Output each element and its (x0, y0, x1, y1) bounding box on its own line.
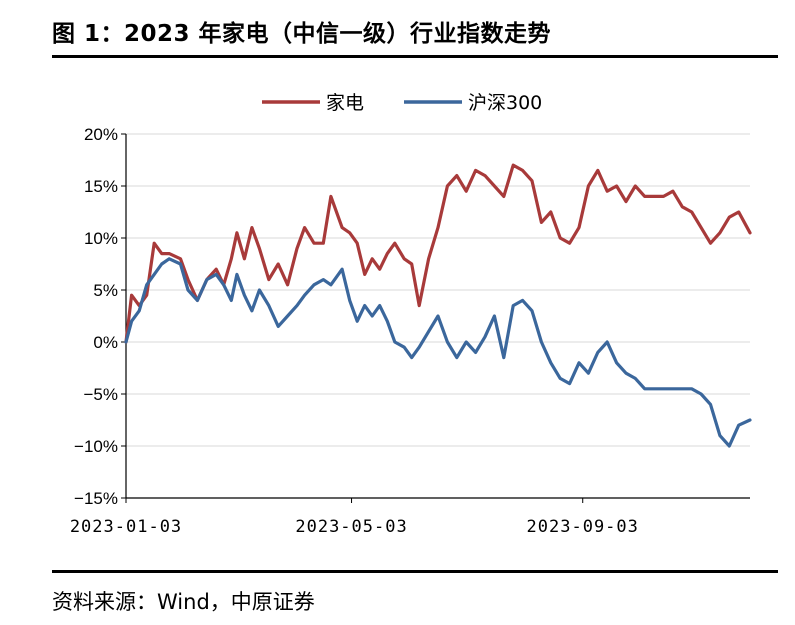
y-tick-label: −15% (74, 489, 118, 508)
x-tick-label: 2023-01-03 (70, 517, 182, 537)
y-tick-label: 10% (84, 229, 118, 248)
figure-title: 图 1：2023 年家电（中信一级）行业指数走势 (52, 21, 552, 47)
axes (121, 133, 750, 503)
top-rule (52, 55, 778, 58)
legend-label: 沪深300 (468, 92, 542, 114)
x-tick-label: 2023-09-03 (527, 517, 639, 537)
legend: 家电 沪深300 (262, 92, 542, 114)
x-tick-label: 2023-05-03 (295, 517, 407, 537)
y-tick-label: −10% (74, 437, 118, 456)
y-tick-label: 20% (84, 125, 118, 144)
y-tick-label: 15% (84, 177, 118, 196)
y-tick-label: −5% (84, 385, 119, 404)
x-tick-labels: 2023-01-03 2023-05-03 2023-09-03 (70, 517, 639, 537)
series-line-沪深300 (124, 257, 752, 448)
y-tick-labels: −15% −10% −5% 0% 5% 10% 15% 20% (74, 125, 118, 508)
gridlines (126, 133, 750, 447)
source-note: 资料来源：Wind，中原证券 (52, 590, 315, 614)
y-tick-label: 0% (93, 333, 118, 352)
line-chart: −15%−10%−5%0%5%10%15%20% 2023-01-03 2023-… (70, 92, 752, 537)
legend-label: 家电 (326, 92, 364, 114)
series-lines (124, 163, 752, 448)
y-tick-label: 5% (93, 281, 118, 300)
bottom-rule (52, 570, 778, 573)
